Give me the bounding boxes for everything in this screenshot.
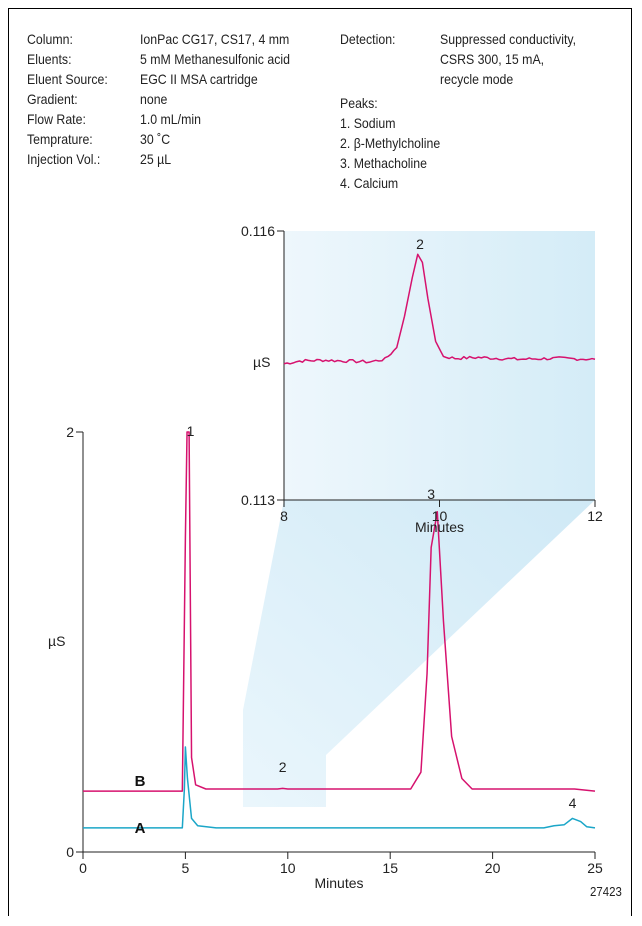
series-line-B [83,431,596,792]
detection-line: recycle mode [440,71,514,87]
peak-label: 2 [279,759,287,775]
x-tick-label: 20 [485,860,501,876]
peak-item: 2. β-Methylcholine [340,135,441,151]
x-axis-label: Minutes [415,519,464,535]
condition-value: 1.0 mL/min [140,111,201,127]
x-tick-label: 0 [79,860,87,876]
condition-label: Temprature: [27,131,93,147]
x-tick-label: 8 [280,508,288,524]
series-line-B [283,253,596,365]
x-tick-label: 15 [382,860,398,876]
peak-label: 3 [427,486,435,502]
x-axis-label: Minutes [314,875,363,891]
zoom-connector [243,500,595,807]
x-tick-label: 10 [280,860,296,876]
y-tick-label: 0.113 [241,492,275,508]
x-tick-label: 10 [432,508,448,524]
series-label-A: A [135,820,146,837]
series-label-B: B [135,773,146,790]
condition-label: Injection Vol.: [27,151,101,167]
y-tick-label: 0.116 [241,223,275,239]
y-tick-label: 0 [66,844,74,860]
condition-value: 5 mM Methanesulfonic acid [140,51,290,67]
condition-label: Flow Rate: [27,111,86,127]
condition-value: none [140,91,168,107]
y-axis-label: µS [48,633,65,649]
condition-value: IonPac CG17, CS17, 4 mm [140,31,290,47]
condition-label: Gradient: [27,91,78,107]
condition-value: 30 ˚C [140,131,171,147]
condition-label: Column: [27,31,73,47]
peak-item: 4. Calcium [340,175,399,191]
inset-chromatogram: 8 10 12 0.113 0.116 Minutes µS 2 [241,223,603,535]
condition-label: Eluents: [27,51,72,67]
y-tick-label: 2 [66,424,74,440]
inset-background [284,231,595,500]
condition-value: EGC II MSA cartridge [140,71,258,87]
peak-label: 4 [569,795,577,811]
y-axis-label: µS [253,354,270,370]
detection-label: Detection: [340,31,396,47]
detection-line: Suppressed conductivity, [440,31,577,47]
detection-line: CSRS 300, 15 mA, [440,51,545,67]
peak-label: 1 [187,423,195,439]
condition-value: 25 µL [140,151,172,167]
condition-label: Eluent Source: [27,71,108,87]
x-tick-label: 25 [587,860,603,876]
peak-item: 1. Sodium [340,115,396,131]
figure-id: 27423 [590,884,622,899]
peak-label: 2 [416,236,424,252]
peaks-label: Peaks: [340,95,378,111]
peak-item: 3. Methacholine [340,155,427,171]
series-line-A [83,746,596,829]
x-tick-label: 12 [587,508,603,524]
x-tick-label: 5 [182,860,190,876]
